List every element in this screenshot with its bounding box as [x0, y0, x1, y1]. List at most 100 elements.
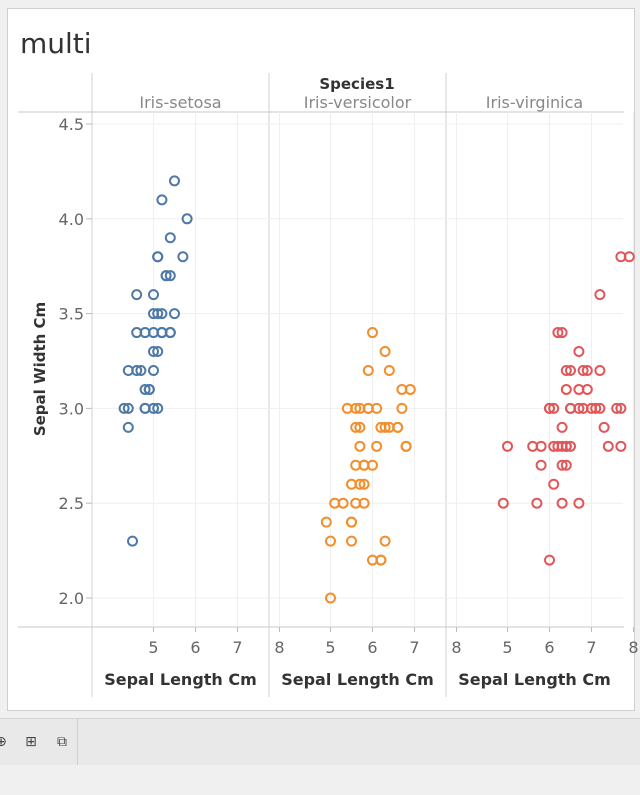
data-point [354, 421, 366, 433]
sheet-tabs-bar: ⊕ ⊞ ⧉ [0, 718, 640, 766]
data-point [127, 535, 138, 547]
y-tick-label: 4.5 [59, 115, 84, 134]
y-tick-label: 3.5 [59, 305, 84, 324]
data-point [544, 554, 555, 566]
data-point [404, 383, 416, 395]
data-point [556, 421, 568, 433]
data-point [169, 308, 180, 320]
sheet-title: multi [20, 27, 92, 60]
y-tick-label: 2.5 [59, 494, 84, 513]
data-point [383, 364, 395, 376]
data-point [560, 440, 572, 452]
data-point [531, 497, 543, 509]
data-point [590, 402, 602, 414]
data-point [358, 478, 370, 490]
panel-header-0: Iris-setosa [139, 93, 221, 112]
x-axis-label-2: Sepal Length Cm [458, 670, 611, 689]
x-tick-label: 5 [502, 638, 512, 657]
x-tick-label: 6 [367, 638, 377, 657]
y-tick-label: 3.0 [59, 399, 84, 418]
data-point [577, 402, 589, 414]
data-point [548, 402, 560, 414]
x-axis-label-1: Sepal Length Cm [281, 670, 434, 689]
data-point [354, 478, 366, 490]
y-tick-label: 2.0 [59, 589, 84, 608]
data-point [577, 364, 589, 376]
data-point [148, 402, 159, 414]
x-tick-label: 8 [451, 638, 461, 657]
x-tick-label: 6 [544, 638, 554, 657]
data-point [594, 289, 606, 301]
data-point [556, 327, 568, 339]
data-point [573, 497, 585, 509]
x-tick-label: 6 [190, 638, 200, 657]
status-bar [0, 765, 640, 795]
data-point [565, 440, 576, 452]
panel-header-1: Iris-versicolor [304, 93, 412, 112]
worksheet: multi [7, 8, 635, 711]
toolbar-divider [77, 719, 78, 765]
data-point [148, 289, 159, 301]
data-point [615, 402, 627, 414]
data-point [164, 327, 176, 339]
data-point [392, 421, 404, 433]
data-point [581, 364, 593, 376]
x-tick-label: 8 [274, 638, 284, 657]
data-point [379, 535, 391, 547]
data-point [535, 440, 547, 452]
data-point [122, 364, 134, 376]
data-point [371, 440, 383, 452]
data-point [573, 346, 585, 358]
data-point [122, 421, 134, 433]
data-point [139, 383, 151, 395]
x-tick-label: 5 [325, 638, 335, 657]
data-point [358, 459, 370, 471]
data-point [164, 232, 176, 244]
data-point [152, 308, 164, 320]
data-point [560, 383, 572, 395]
new-worksheet-icon[interactable]: ⊕ [0, 734, 7, 750]
panel-header-2: Iris-virginica [486, 93, 583, 112]
data-point [594, 364, 606, 376]
data-point [556, 497, 568, 509]
data-point [594, 402, 606, 414]
data-point [148, 364, 159, 376]
data-point [354, 440, 366, 452]
new-story-icon[interactable]: ⧉ [57, 734, 67, 750]
data-point [160, 270, 172, 282]
data-point [350, 421, 362, 433]
data-point [565, 402, 576, 414]
data-point [325, 535, 336, 547]
data-point [320, 516, 332, 528]
scatter-chart: Species1 Sepal Width Cm 2.0 2.5 3.0 3.5 4.0 4.5… [18, 73, 639, 697]
data-point [400, 440, 412, 452]
data-point [552, 327, 564, 339]
data-point [379, 421, 391, 433]
data-point [152, 251, 164, 263]
x-tick-label: 7 [409, 638, 419, 657]
data-point [169, 175, 180, 187]
data-point [367, 327, 378, 339]
data-point [181, 213, 193, 225]
data-point [148, 346, 159, 358]
data-point [362, 402, 374, 414]
data-point [560, 459, 572, 471]
data-point [346, 516, 357, 528]
data-point [502, 440, 513, 452]
x-tick-label: 7 [586, 638, 596, 657]
column-header-title: Species1 [319, 75, 394, 93]
data-point [350, 402, 362, 414]
data-point [139, 327, 151, 339]
data-point [565, 364, 576, 376]
data-point [143, 383, 155, 395]
x-tick-label: 5 [148, 638, 158, 657]
data-point [131, 289, 143, 301]
x-tick-label: 7 [232, 638, 242, 657]
data-point [346, 535, 357, 547]
data-point [156, 194, 168, 206]
data-point [548, 440, 560, 452]
new-dashboard-icon[interactable]: ⊞ [25, 734, 37, 750]
y-axis-label: Sepal Width Cm [31, 302, 49, 436]
data-point [573, 383, 585, 395]
data-point [379, 346, 391, 358]
